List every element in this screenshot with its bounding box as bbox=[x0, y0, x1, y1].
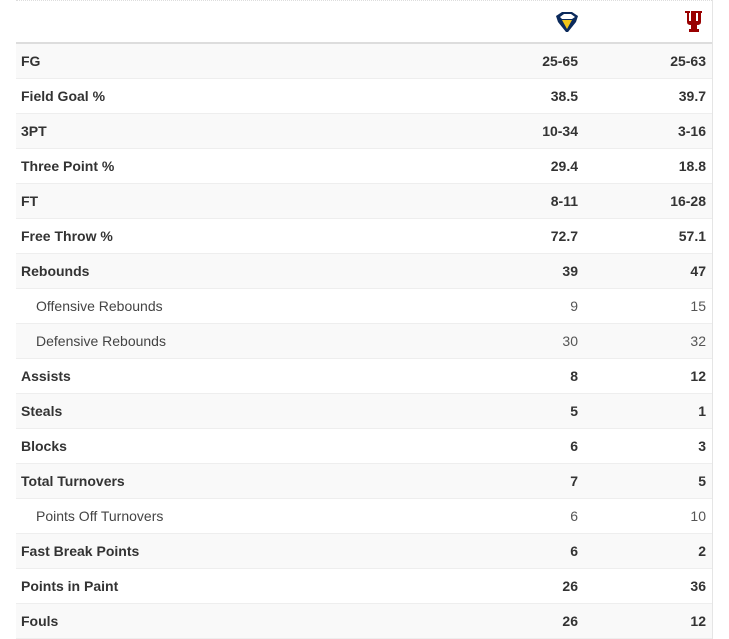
stat-label: Points Off Turnovers bbox=[36, 508, 164, 524]
table-row: Defensive Rebounds 30 32 bbox=[16, 324, 712, 359]
team1-value: 6 bbox=[570, 438, 578, 454]
stat-label: FT bbox=[21, 193, 39, 209]
table-row: Offensive Rebounds 9 15 bbox=[16, 289, 712, 324]
team-stats-table: FG 25-65 25-63 Field Goal % 38.5 39.7 3PT 10-34… bbox=[16, 0, 713, 639]
team2-value: 16-28 bbox=[670, 193, 706, 209]
stat-label: Steals bbox=[21, 403, 63, 419]
stat-label: Blocks bbox=[21, 438, 67, 454]
table-row: FT 8-11 16-28 bbox=[16, 184, 712, 219]
team2-value: 18.8 bbox=[678, 158, 706, 174]
table-row: Blocks 6 3 bbox=[16, 429, 712, 464]
stat-label: Offensive Rebounds bbox=[36, 298, 163, 314]
team2-value: 15 bbox=[690, 298, 706, 314]
team2-value: 5 bbox=[698, 473, 706, 489]
table-row: FG 25-65 25-63 bbox=[16, 44, 712, 79]
table-row: Fouls 26 12 bbox=[16, 604, 712, 639]
team1-value: 9 bbox=[570, 298, 578, 314]
stat-label: Defensive Rebounds bbox=[36, 333, 166, 349]
team2-value: 3 bbox=[698, 438, 706, 454]
team1-value: 38.5 bbox=[550, 88, 578, 104]
team2-value: 36 bbox=[690, 578, 706, 594]
team1-value: 26 bbox=[562, 578, 578, 594]
team1-value: 5 bbox=[570, 403, 578, 419]
table-row: Steals 5 1 bbox=[16, 394, 712, 429]
team2-value: 10 bbox=[690, 508, 706, 524]
team1-value: 7 bbox=[570, 473, 578, 489]
team2-value: 12 bbox=[690, 368, 706, 384]
table-row: Points Off Turnovers 6 10 bbox=[16, 499, 712, 534]
table-row: Field Goal % 38.5 39.7 bbox=[16, 79, 712, 114]
stat-label: FG bbox=[21, 53, 41, 69]
team1-value: 25-65 bbox=[542, 53, 578, 69]
iu-trident-logo-icon bbox=[685, 11, 702, 32]
eagle-logo-icon bbox=[556, 12, 578, 32]
team2-value: 1 bbox=[698, 403, 706, 419]
table-row: Rebounds 39 47 bbox=[16, 254, 712, 289]
team1-value: 29.4 bbox=[550, 158, 578, 174]
stat-label: Free Throw % bbox=[21, 228, 113, 244]
table-row: 3PT 10-34 3-16 bbox=[16, 114, 712, 149]
stat-label: Fast Break Points bbox=[21, 543, 140, 559]
team1-value: 39 bbox=[562, 263, 578, 279]
team2-value: 25-63 bbox=[670, 53, 706, 69]
stat-label: Total Turnovers bbox=[21, 473, 125, 489]
table-header bbox=[16, 0, 712, 44]
team2-value: 39.7 bbox=[678, 88, 706, 104]
stat-label: Rebounds bbox=[21, 263, 90, 279]
team2-value: 32 bbox=[690, 333, 706, 349]
table-row: Points in Paint 26 36 bbox=[16, 569, 712, 604]
team1-value: 72.7 bbox=[550, 228, 578, 244]
team1-value: 6 bbox=[570, 543, 578, 559]
team2-value: 3-16 bbox=[677, 123, 706, 139]
stat-label: Three Point % bbox=[21, 158, 115, 174]
table-row: Free Throw % 72.7 57.1 bbox=[16, 219, 712, 254]
team2-value: 12 bbox=[690, 613, 706, 629]
stat-label: Points in Paint bbox=[21, 578, 119, 594]
team1-value: 8-11 bbox=[550, 193, 578, 209]
team2-value: 2 bbox=[698, 543, 706, 559]
team1-value: 30 bbox=[562, 333, 578, 349]
team2-value: 57.1 bbox=[678, 228, 706, 244]
stat-label: Fouls bbox=[21, 613, 59, 629]
table-row: Assists 8 12 bbox=[16, 359, 712, 394]
team1-value: 8 bbox=[570, 368, 578, 384]
table-row: Fast Break Points 6 2 bbox=[16, 534, 712, 569]
stat-label: Assists bbox=[21, 368, 71, 384]
team1-value: 10-34 bbox=[542, 123, 578, 139]
table-row: Total Turnovers 7 5 bbox=[16, 464, 712, 499]
stat-label: Field Goal % bbox=[21, 88, 106, 104]
table-row: Three Point % 29.4 18.8 bbox=[16, 149, 712, 184]
stat-label: 3PT bbox=[21, 123, 47, 139]
team2-value: 47 bbox=[690, 263, 706, 279]
team1-value: 6 bbox=[570, 508, 578, 524]
team1-value: 26 bbox=[562, 613, 578, 629]
